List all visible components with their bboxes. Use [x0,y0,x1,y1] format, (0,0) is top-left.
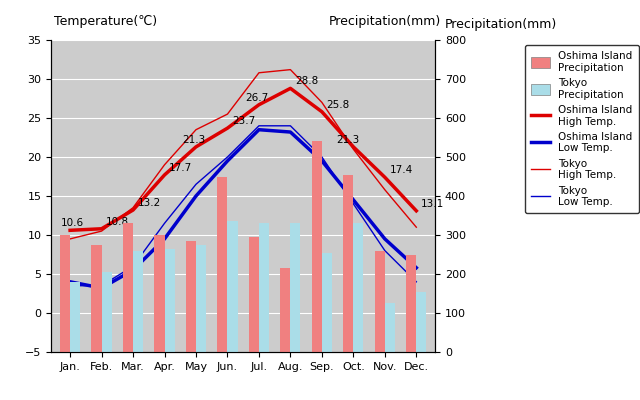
Text: 17.7: 17.7 [169,163,193,173]
Text: 17.4: 17.4 [390,165,413,175]
Bar [416,292,426,352]
Text: Precipitation(mm): Precipitation(mm) [445,18,557,31]
Bar [60,235,70,352]
Bar [259,223,269,352]
Bar [249,237,259,352]
Bar [164,249,175,352]
Text: 26.7: 26.7 [244,93,268,103]
Legend: Oshima Island
Precipitation, Tokyo
Precipitation, Oshima Island
High Temp., Oshi: Oshima Island Precipitation, Tokyo Preci… [525,45,639,213]
Text: 10.8: 10.8 [106,217,129,227]
Bar [196,245,206,352]
Text: 13.1: 13.1 [421,199,444,209]
Bar [123,223,133,352]
Text: 10.6: 10.6 [61,218,84,228]
Bar [102,272,111,352]
Bar [280,268,291,352]
Text: 21.3: 21.3 [336,135,359,145]
Bar [353,223,364,352]
Bar [322,252,332,352]
Bar [70,282,80,352]
Bar [92,245,102,352]
Text: Temperature(℃): Temperature(℃) [54,15,157,28]
Text: 23.7: 23.7 [232,116,255,126]
Bar [218,176,227,352]
Bar [154,235,164,352]
Bar [291,223,301,352]
Text: Precipitation(mm): Precipitation(mm) [329,15,442,28]
Text: 25.8: 25.8 [326,100,350,110]
Bar [375,250,385,352]
Bar [227,221,237,352]
Bar [133,250,143,352]
Text: 13.2: 13.2 [138,198,161,208]
Bar [406,254,416,352]
Text: 21.3: 21.3 [182,135,205,145]
Text: 28.8: 28.8 [295,76,318,86]
Bar [186,241,196,352]
Bar [385,303,395,352]
Bar [343,174,353,352]
Bar [312,141,322,352]
